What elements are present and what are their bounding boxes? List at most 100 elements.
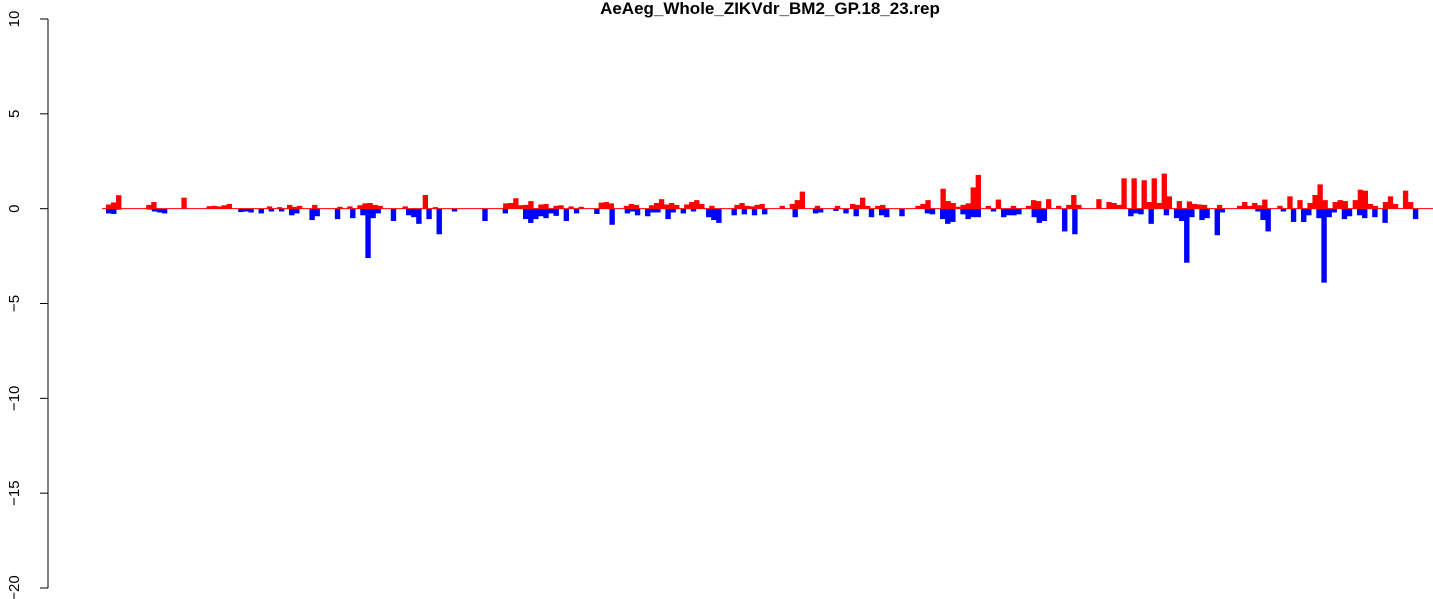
bar-positive xyxy=(291,206,298,209)
bar-negative xyxy=(151,208,158,212)
bar-positive xyxy=(628,203,635,209)
bar-positive xyxy=(528,201,534,209)
bar-positive xyxy=(955,206,961,209)
bar-negative xyxy=(1128,208,1134,217)
bar-positive xyxy=(362,203,368,209)
bar-negative xyxy=(1001,208,1007,218)
bar-positive xyxy=(1392,203,1399,209)
bar-negative xyxy=(528,208,534,223)
bar-negative xyxy=(294,208,300,214)
bar-positive xyxy=(1382,202,1389,209)
bar-positive xyxy=(1166,196,1172,209)
bar-positive xyxy=(1362,190,1369,209)
bar-negative xyxy=(690,208,697,212)
bar-positive xyxy=(422,195,429,209)
bar-positive xyxy=(834,205,841,209)
bar-positive xyxy=(226,203,232,209)
bar-negative xyxy=(370,208,376,219)
bar-positive xyxy=(357,205,363,209)
bar-positive xyxy=(1056,205,1062,209)
bar-positive xyxy=(633,204,640,209)
bar-positive xyxy=(1307,202,1313,209)
bar-negative xyxy=(939,208,946,220)
bar-negative xyxy=(1265,208,1271,232)
bar-negative xyxy=(426,208,432,220)
bar-positive xyxy=(1030,200,1037,209)
bar-positive xyxy=(538,204,544,209)
bar-positive xyxy=(367,202,373,209)
bar-positive xyxy=(1196,204,1203,209)
bar-negative xyxy=(670,208,676,213)
bar-negative xyxy=(878,208,885,216)
bar-positive xyxy=(1066,204,1072,209)
bar-negative xyxy=(945,208,951,224)
bar-negative xyxy=(924,208,931,214)
bar-negative xyxy=(1138,208,1144,215)
y-tick-label: 10 xyxy=(6,11,23,28)
bar-positive xyxy=(709,205,715,209)
bar-negative xyxy=(1255,208,1261,212)
bar-negative xyxy=(1316,208,1322,219)
bar-negative xyxy=(1184,208,1190,263)
bar-positive xyxy=(1287,196,1293,209)
bar-negative xyxy=(868,208,875,218)
y-tick-label: −10 xyxy=(6,386,23,411)
bar-positive xyxy=(1146,202,1152,209)
bar-negative xyxy=(629,208,636,212)
bar-positive xyxy=(1161,173,1167,209)
bar-positive xyxy=(1131,178,1137,209)
series-negative xyxy=(106,208,1419,283)
bar-positive xyxy=(759,203,765,209)
bar-negative xyxy=(1219,208,1226,213)
bar-positive xyxy=(985,205,992,209)
bar-negative xyxy=(950,208,956,222)
bar-positive xyxy=(513,198,519,209)
bar-positive xyxy=(1186,201,1193,209)
bar-positive xyxy=(151,202,157,209)
bar-negative xyxy=(1306,208,1312,216)
bar-positive xyxy=(1035,201,1042,209)
y-tick-label: 5 xyxy=(6,110,23,118)
bar-positive xyxy=(1156,202,1162,209)
bar-negative xyxy=(594,208,600,214)
bar-negative xyxy=(289,208,295,216)
bar-positive xyxy=(1297,200,1303,209)
bar-positive xyxy=(855,204,861,209)
bar-negative xyxy=(655,208,661,213)
bar-positive xyxy=(221,205,227,209)
bar-positive xyxy=(880,204,886,209)
bar-positive xyxy=(995,199,1002,209)
bar-positive xyxy=(1337,200,1343,209)
bar-positive xyxy=(337,206,343,209)
bar-negative xyxy=(1301,208,1307,222)
y-tick-label: 0 xyxy=(6,204,23,212)
bar-positive xyxy=(674,204,680,209)
bar-negative xyxy=(665,208,671,220)
bar-negative xyxy=(1326,208,1332,218)
bar-positive xyxy=(1387,196,1394,209)
bar-positive xyxy=(920,203,926,209)
bar-positive xyxy=(106,204,112,209)
bar-negative xyxy=(1204,208,1210,219)
bar-negative xyxy=(1036,208,1042,223)
bar-negative xyxy=(624,208,631,214)
bar-negative xyxy=(751,208,758,216)
bar-positive xyxy=(1342,201,1348,209)
bar-negative xyxy=(884,208,890,218)
bar-positive xyxy=(508,202,514,209)
bar-positive xyxy=(960,204,966,209)
bar-positive xyxy=(1111,202,1117,209)
bar-positive xyxy=(799,191,806,209)
bar-negative xyxy=(238,208,244,213)
bar-negative xyxy=(360,208,366,216)
bar-positive xyxy=(623,205,630,209)
bar-positive xyxy=(1247,205,1253,209)
bar-positive xyxy=(1277,205,1283,209)
bar-positive xyxy=(1322,200,1328,209)
bar-negative xyxy=(278,208,285,212)
bar-negative xyxy=(706,208,712,218)
bar-positive xyxy=(699,203,705,209)
bar-negative xyxy=(406,208,412,216)
bar-negative xyxy=(1031,208,1037,218)
